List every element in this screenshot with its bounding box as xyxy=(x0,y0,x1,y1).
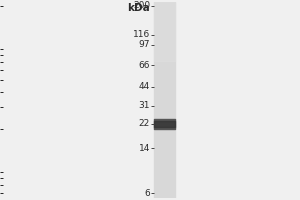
Text: 116: 116 xyxy=(133,30,150,39)
Text: 14: 14 xyxy=(139,144,150,153)
Text: 6: 6 xyxy=(144,189,150,198)
Text: 44: 44 xyxy=(139,82,150,91)
Bar xyxy=(154,2,175,198)
Text: 66: 66 xyxy=(139,61,150,70)
Text: 22: 22 xyxy=(139,119,150,128)
Text: 200: 200 xyxy=(133,1,150,10)
Text: 97: 97 xyxy=(139,40,150,49)
Text: kDa: kDa xyxy=(127,3,150,13)
Bar xyxy=(154,2,175,61)
Text: 31: 31 xyxy=(139,101,150,110)
